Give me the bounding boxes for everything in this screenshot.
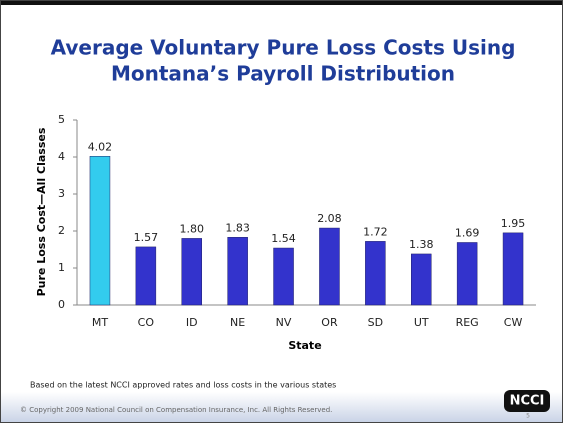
chart-title: Average Voluntary Pure Loss Costs Using: [51, 36, 516, 60]
x-tick-label: NE: [230, 316, 245, 329]
bar: [411, 253, 432, 306]
bar: [135, 246, 157, 306]
bar: [227, 237, 248, 306]
y-tick-label: 0: [58, 298, 65, 311]
copyright: © Copyright 2009 National Council on Com…: [20, 406, 332, 414]
x-tick-label: SD: [368, 316, 383, 329]
footnote: Based on the latest NCCI approved rates …: [30, 381, 336, 390]
bar: [502, 232, 524, 306]
x-tick-label: CW: [504, 316, 523, 329]
footer-band: [0, 392, 563, 423]
data-label: 1.72: [363, 225, 388, 238]
data-label: 1.69: [455, 226, 480, 239]
bar: [273, 247, 294, 306]
bar: [181, 238, 202, 306]
x-tick-label: REG: [456, 316, 479, 329]
bar: [365, 241, 386, 306]
data-label: 4.02: [88, 140, 113, 153]
x-tick-label: CO: [138, 316, 155, 329]
x-tick-label: UT: [414, 316, 429, 329]
data-label: 2.08: [317, 212, 342, 225]
y-tick-label: 1: [58, 261, 65, 274]
data-label: 1.95: [501, 217, 526, 230]
bar: [319, 227, 340, 306]
x-axis-label: State: [288, 339, 321, 352]
data-label: 1.80: [180, 222, 205, 235]
bar: [456, 242, 478, 306]
page-number: 5: [526, 413, 530, 420]
x-tick-label: OR: [321, 316, 338, 329]
y-tick-label: 4: [58, 150, 65, 163]
y-tick-label: 3: [58, 187, 65, 200]
x-tick-label: ID: [186, 316, 198, 329]
logo: NCCI: [510, 394, 545, 409]
x-tick-label: MT: [92, 316, 108, 329]
y-axis-label: Pure Loss Cost—All Classes: [35, 127, 48, 296]
data-label: 1.83: [225, 221, 250, 234]
chart-title: Montana’s Payroll Distribution: [111, 62, 455, 86]
y-tick-label: 2: [58, 224, 65, 237]
data-label: 1.57: [134, 231, 159, 244]
top-border: [0, 0, 563, 5]
logo-badge: [504, 390, 550, 412]
x-tick-label: NV: [276, 316, 292, 329]
bar: [89, 156, 111, 306]
y-tick-label: 5: [58, 113, 65, 126]
data-label: 1.54: [271, 232, 296, 245]
data-label: 1.38: [409, 238, 434, 251]
